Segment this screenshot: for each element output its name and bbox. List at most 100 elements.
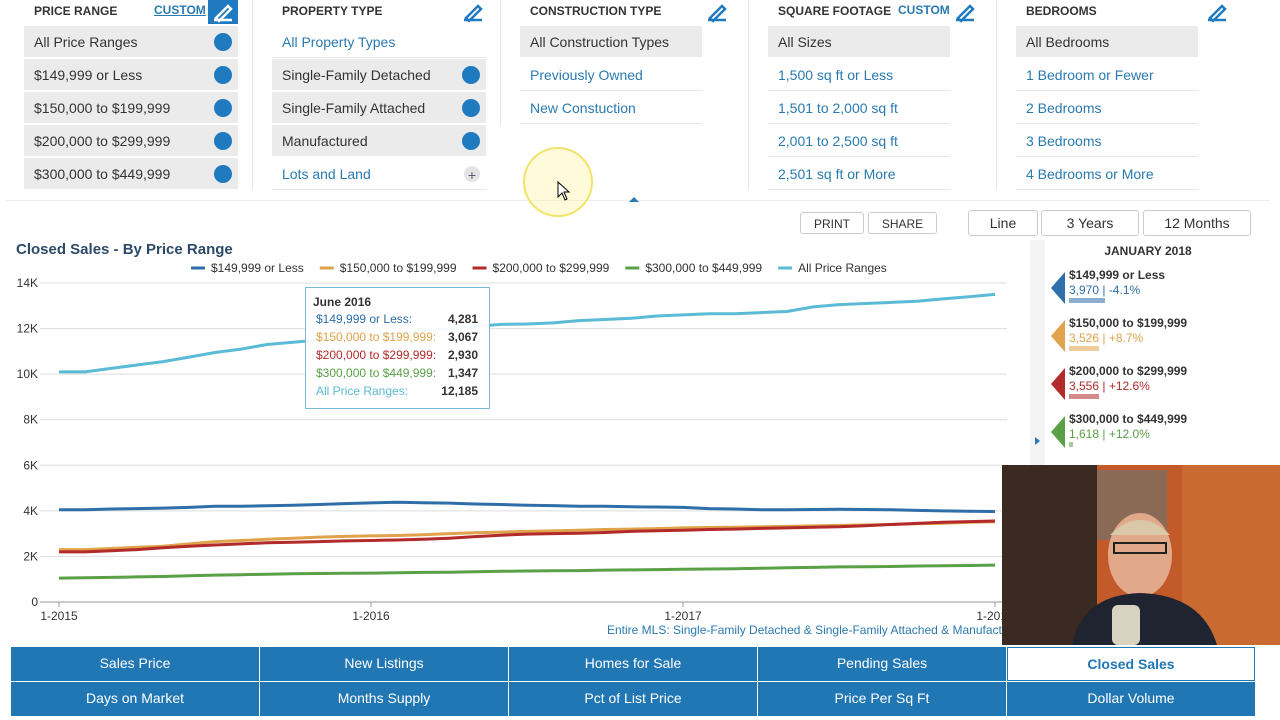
toolbar-button[interactable]: 3 Years <box>1041 210 1139 236</box>
edit-button[interactable] <box>702 0 732 24</box>
filter-option[interactable]: All Price Ranges <box>24 26 238 58</box>
filter-option[interactable]: Previously Owned <box>520 59 702 91</box>
metric-tab[interactable]: Dollar Volume <box>1007 682 1255 716</box>
y-tick-label: 0 <box>31 595 38 609</box>
filter-option[interactable]: 1,501 to 2,000 sq ft <box>768 92 950 124</box>
filter-option[interactable]: 1 Bedroom or Fewer <box>1016 59 1198 91</box>
filter-option[interactable]: 3 Bedrooms <box>1016 125 1198 157</box>
metric-tab[interactable]: New Listings <box>260 647 508 681</box>
circle-icon[interactable] <box>214 165 232 183</box>
filter-option[interactable]: $200,000 to $299,999 <box>24 125 238 157</box>
filter-option[interactable]: Manufactured <box>272 125 486 157</box>
toolbar-button[interactable]: PRINT <box>800 212 864 234</box>
filter-option[interactable]: New Constuction <box>520 92 702 124</box>
option-label: 1,500 sq ft or Less <box>778 67 894 83</box>
legend-label: All Price Ranges <box>798 261 887 275</box>
tooltip-value: 2,930 <box>447 348 478 362</box>
x-tick-label: 1-2015 <box>40 609 78 623</box>
circle-icon[interactable] <box>214 132 232 150</box>
metric-tab[interactable]: Sales Price <box>11 647 259 681</box>
custom-link[interactable]: CUSTOM <box>898 3 950 17</box>
filter-option[interactable]: Single-Family Attached <box>272 92 486 124</box>
circle-icon[interactable] <box>462 132 480 150</box>
legend-label: $150,000 to $199,999 <box>340 261 457 275</box>
metric-tab[interactable]: Closed Sales <box>1007 647 1255 681</box>
collapse-caret[interactable] <box>629 197 639 202</box>
y-tick-label: 2K <box>23 549 38 563</box>
edit-icon <box>1208 4 1227 23</box>
option-label: $200,000 to $299,999 <box>34 133 171 149</box>
option-label: All Property Types <box>282 34 396 50</box>
panel-divider <box>1030 240 1045 465</box>
legend-label: $149,999 or Less <box>211 261 304 275</box>
option-label: 4 Bedrooms or More <box>1026 166 1154 182</box>
filter-option[interactable]: All Bedrooms <box>1016 26 1198 58</box>
panel-arrow[interactable] <box>1035 437 1040 445</box>
filter-option[interactable]: 2 Bedrooms <box>1016 92 1198 124</box>
toolbar-button[interactable]: SHARE <box>868 212 937 234</box>
filter-option[interactable]: 2,501 sq ft or More <box>768 158 950 190</box>
marker-shape <box>1051 368 1065 400</box>
panel-item-name: $200,000 to $299,999 <box>1069 364 1188 378</box>
webcam-overlay <box>1002 465 1280 645</box>
filter-option[interactable]: Lots and Land + <box>272 158 486 190</box>
filter-option[interactable]: All Property Types <box>272 26 486 58</box>
series-line <box>59 292 996 374</box>
toolbar-label: Line <box>989 215 1017 231</box>
panel-marker <box>1051 368 1065 400</box>
metric-tab[interactable]: Pending Sales <box>758 647 1006 681</box>
panel-item-value: 3,970 | -4.1% <box>1069 283 1141 297</box>
metric-tab[interactable]: Price Per Sq Ft <box>758 682 1006 716</box>
tooltip-value: 3,067 <box>447 330 478 344</box>
filter-option[interactable]: $150,000 to $199,999 <box>24 92 238 124</box>
circle-icon[interactable] <box>214 66 232 84</box>
column-divider <box>748 0 749 190</box>
edit-button[interactable] <box>458 0 488 24</box>
custom-link[interactable]: CUSTOM <box>154 3 206 17</box>
filter-option[interactable]: All Sizes <box>768 26 950 58</box>
metric-tab[interactable]: Months Supply <box>260 682 508 716</box>
option-label: 1,501 to 2,000 sq ft <box>778 100 898 116</box>
option-label: Single-Family Detached <box>282 67 431 83</box>
cursor-shape <box>557 180 571 201</box>
plus-icon[interactable]: + <box>464 166 480 183</box>
circle-icon[interactable] <box>462 66 480 84</box>
series-line <box>59 500 996 513</box>
filter-option[interactable]: All Construction Types <box>520 26 702 58</box>
metric-tab[interactable]: Pct of List Price <box>509 682 757 716</box>
edit-button[interactable] <box>1202 0 1232 24</box>
metric-tab[interactable]: Days on Market <box>11 682 259 716</box>
panel-marker <box>1051 320 1065 352</box>
circle-icon[interactable] <box>214 99 232 117</box>
chart-title: Closed Sales - By Price Range <box>16 241 233 258</box>
filter-option[interactable]: 1,500 sq ft or Less <box>768 59 950 91</box>
filter-title: PRICE RANGE <box>34 4 118 18</box>
toolbar-button[interactable]: Line <box>968 210 1038 236</box>
y-tick-label: 8K <box>23 413 38 427</box>
option-label: 2 Bedrooms <box>1026 100 1102 116</box>
panel-item-bar <box>1069 442 1073 447</box>
metric-tab[interactable]: Homes for Sale <box>509 647 757 681</box>
toolbar-button[interactable]: 12 Months <box>1143 210 1251 236</box>
edit-icon <box>956 4 975 23</box>
filter-title: SQUARE FOOTAGE <box>778 4 892 18</box>
option-label: 2,001 to 2,500 sq ft <box>778 133 898 149</box>
circle-icon[interactable] <box>214 33 232 51</box>
edit-button[interactable] <box>950 0 980 24</box>
option-label: All Sizes <box>778 34 832 50</box>
x-tick-label: 1-2017 <box>664 609 702 623</box>
filter-option[interactable]: $149,999 or Less <box>24 59 238 91</box>
column-divider <box>996 0 997 190</box>
filter-option[interactable]: Single-Family Detached <box>272 59 486 91</box>
toolbar-label: PRINT <box>814 217 850 231</box>
filter-option[interactable]: 2,001 to 2,500 sq ft <box>768 125 950 157</box>
filter-option[interactable]: $300,000 to $449,999 <box>24 158 238 190</box>
filter-option[interactable]: 4 Bedrooms or More <box>1016 158 1198 190</box>
y-tick-label: 4K <box>23 504 38 518</box>
panel-item-name: $149,999 or Less <box>1069 268 1166 282</box>
panel-item-name: $300,000 to $449,999 <box>1069 412 1188 426</box>
edit-button[interactable] <box>208 0 238 24</box>
circle-icon[interactable] <box>462 99 480 117</box>
option-label: New Constuction <box>530 100 636 116</box>
